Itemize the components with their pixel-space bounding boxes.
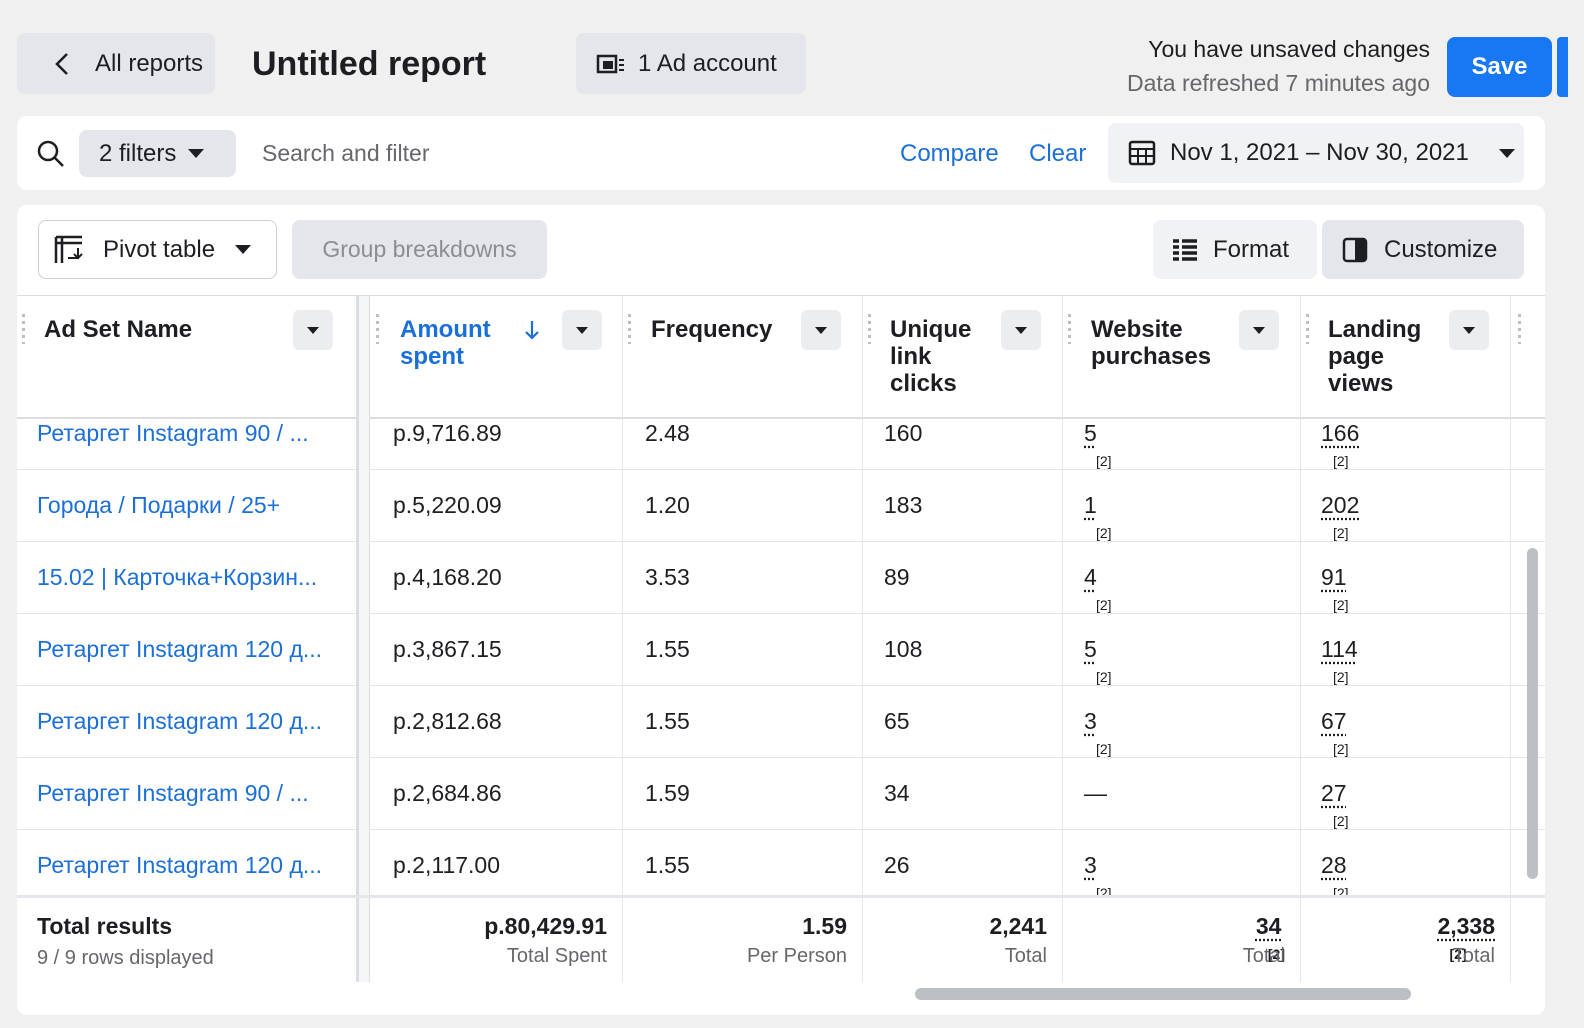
calendar-icon bbox=[1128, 140, 1156, 166]
filters-button[interactable]: 2 filters bbox=[79, 130, 236, 177]
account-icon bbox=[596, 54, 624, 73]
format-label: Format bbox=[1213, 235, 1290, 263]
chevron-icon bbox=[55, 52, 68, 75]
report-title: Untitled report bbox=[252, 45, 487, 83]
account-label: 1 Ad account bbox=[638, 49, 777, 77]
unsaved-status: You have unsaved changes bbox=[1148, 36, 1430, 62]
pivot-icon bbox=[54, 235, 83, 263]
search-icon bbox=[37, 140, 64, 167]
customize-button[interactable]: Customize bbox=[1322, 220, 1524, 279]
back-label: All reports bbox=[95, 49, 204, 77]
format-button[interactable]: Format bbox=[1153, 220, 1317, 279]
filters-label: 2 filters bbox=[99, 139, 177, 167]
format-icon bbox=[1173, 238, 1197, 261]
more-button[interactable] bbox=[1557, 37, 1568, 97]
customize-icon bbox=[1342, 237, 1368, 262]
save-button[interactable]: Save bbox=[1447, 37, 1552, 97]
customize-label: Customize bbox=[1384, 235, 1498, 263]
pivot-button[interactable]: Pivot table bbox=[38, 220, 277, 279]
caret bbox=[1498, 148, 1515, 158]
back-button[interactable]: All reports bbox=[17, 33, 215, 94]
caret bbox=[188, 149, 205, 158]
clear-link[interactable]: Clear bbox=[1029, 140, 1087, 167]
date-picker[interactable]: Nov 1, 2021 – Nov 30, 2021 bbox=[1108, 123, 1524, 183]
group-button[interactable]: Group breakdowns bbox=[292, 220, 547, 279]
pivot-label: Pivot table bbox=[103, 235, 216, 263]
search-input[interactable]: Search and filter bbox=[262, 140, 430, 166]
caret bbox=[235, 245, 252, 254]
report-panel bbox=[17, 205, 1545, 1015]
account-button[interactable]: 1 Ad account bbox=[576, 33, 806, 94]
refresh-status: Data refreshed 7 minutes ago bbox=[1126, 70, 1430, 96]
date-label: Nov 1, 2021 – Nov 30, 2021 bbox=[1170, 139, 1469, 166]
compare-link[interactable]: Compare bbox=[900, 140, 999, 167]
